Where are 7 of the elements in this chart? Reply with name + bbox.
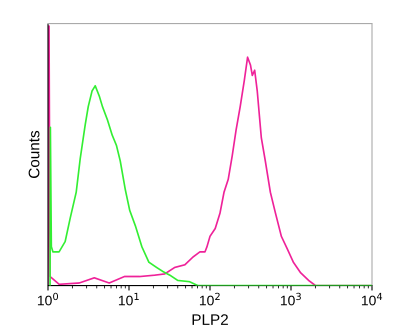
x-axis-title: PLP2: [192, 314, 228, 325]
x-tick-label: 10$^{4}$: [362, 292, 382, 306]
y-axis-title: Counts: [28, 130, 40, 178]
x-tick-label: 10$^{3}$: [280, 292, 301, 306]
x-tick-label: 10$^{1}$: [118, 292, 139, 306]
x-tick-label: 10$^{2}$: [200, 292, 220, 306]
x-tick-label: 10$^{0}$: [38, 292, 58, 306]
